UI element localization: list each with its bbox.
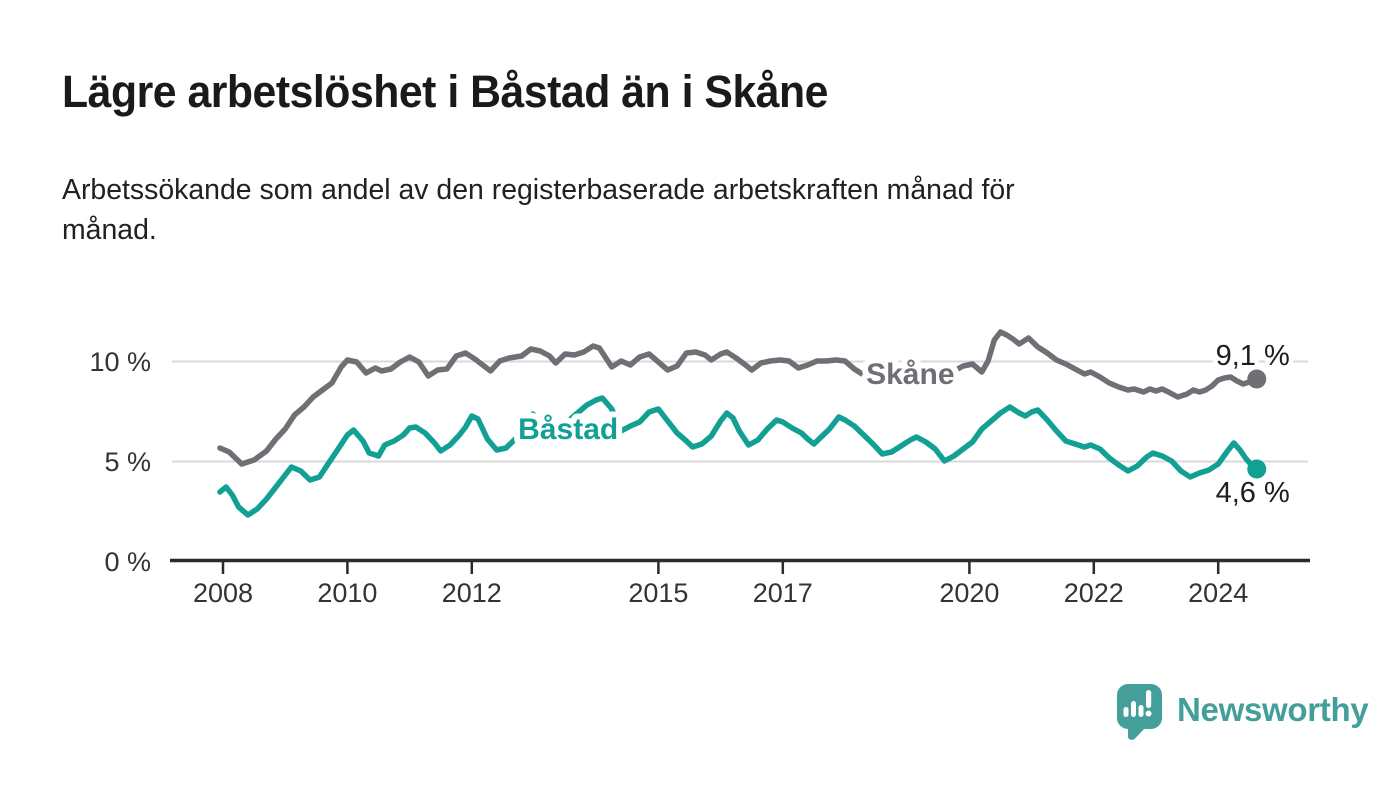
- x-tick-label: 2020: [939, 578, 999, 608]
- series-line-skane: [217, 329, 1260, 467]
- x-tick-label: 2008: [193, 578, 253, 608]
- y-tick-label: 10 %: [89, 347, 151, 377]
- series-end-dot-bastad: [1247, 459, 1267, 479]
- chart-subtitle-line1: Arbetssökande som andel av den registerb…: [62, 174, 1015, 206]
- series-label-bastad: Båstad: [518, 413, 618, 446]
- series-label-skane: Skåne: [866, 358, 954, 391]
- series-line-bastad: [217, 395, 1260, 518]
- x-tick-label: 2015: [628, 578, 688, 608]
- newsworthy-logo: Newsworthy: [1114, 682, 1369, 740]
- x-tick-label: 2024: [1188, 578, 1248, 608]
- y-tick-label: 0 %: [104, 547, 151, 577]
- y-tick-label: 5 %: [104, 447, 151, 477]
- chart-subtitle: Arbetssökande som andel av den registerb…: [62, 170, 1015, 250]
- x-tick-label: 2010: [317, 578, 377, 608]
- page-title: Lägre arbetslöshet i Båstad än i Skåne: [62, 66, 828, 117]
- series-end-dot-skane: [1247, 369, 1267, 389]
- chart-subtitle-line2: månad.: [62, 214, 157, 247]
- newsworthy-logo-text: Newsworthy: [1177, 691, 1369, 728]
- end-value-label-bastad: 4,6 %: [1216, 477, 1290, 509]
- newsworthy-logo-icon: [1117, 684, 1162, 740]
- x-tick-label: 2022: [1064, 578, 1124, 608]
- end-value-label-skane: 9,1 %: [1216, 340, 1290, 372]
- x-tick-label: 2012: [442, 578, 502, 608]
- x-tick-label: 2017: [753, 578, 813, 608]
